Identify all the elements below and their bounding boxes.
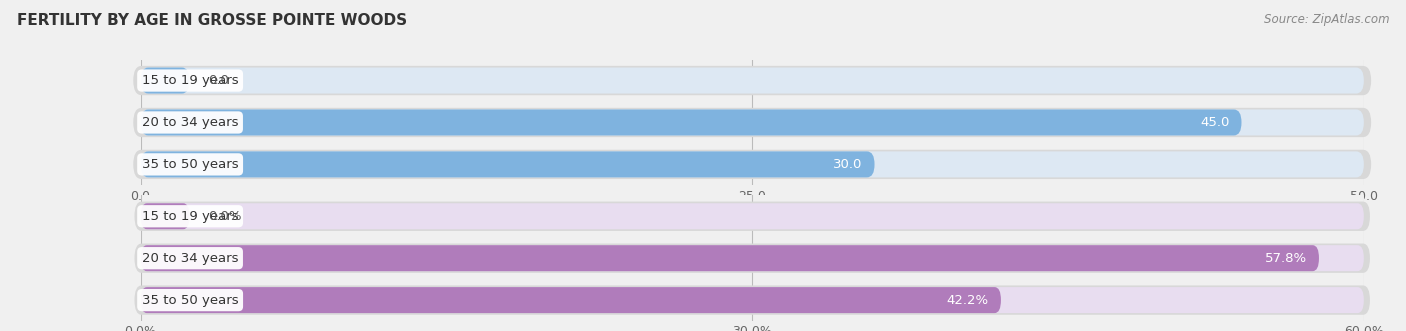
Text: 15 to 19 years: 15 to 19 years	[142, 74, 239, 87]
Text: 35 to 50 years: 35 to 50 years	[142, 294, 239, 307]
FancyBboxPatch shape	[141, 287, 1001, 313]
Text: Source: ZipAtlas.com: Source: ZipAtlas.com	[1264, 13, 1389, 26]
FancyBboxPatch shape	[141, 287, 1364, 313]
FancyBboxPatch shape	[141, 68, 190, 94]
FancyBboxPatch shape	[135, 202, 1369, 231]
Text: 30.0: 30.0	[832, 158, 862, 171]
Text: 57.8%: 57.8%	[1264, 252, 1306, 265]
Text: 20 to 34 years: 20 to 34 years	[142, 116, 239, 129]
FancyBboxPatch shape	[134, 150, 1371, 179]
FancyBboxPatch shape	[141, 68, 1364, 94]
FancyBboxPatch shape	[141, 110, 1241, 135]
Text: 15 to 19 years: 15 to 19 years	[142, 210, 239, 223]
FancyBboxPatch shape	[141, 203, 1364, 229]
FancyBboxPatch shape	[135, 285, 1369, 315]
Text: 35 to 50 years: 35 to 50 years	[142, 158, 239, 171]
Text: 20 to 34 years: 20 to 34 years	[142, 252, 239, 265]
Text: 45.0: 45.0	[1199, 116, 1229, 129]
FancyBboxPatch shape	[141, 245, 1319, 271]
FancyBboxPatch shape	[141, 203, 190, 229]
Text: 42.2%: 42.2%	[946, 294, 988, 307]
Text: 0.0%: 0.0%	[208, 210, 242, 223]
FancyBboxPatch shape	[141, 151, 1364, 177]
Text: 0.0: 0.0	[208, 74, 229, 87]
FancyBboxPatch shape	[141, 245, 1364, 271]
FancyBboxPatch shape	[141, 110, 1364, 135]
FancyBboxPatch shape	[135, 244, 1369, 273]
FancyBboxPatch shape	[141, 151, 875, 177]
FancyBboxPatch shape	[134, 108, 1371, 137]
Text: FERTILITY BY AGE IN GROSSE POINTE WOODS: FERTILITY BY AGE IN GROSSE POINTE WOODS	[17, 13, 406, 28]
FancyBboxPatch shape	[134, 66, 1371, 95]
